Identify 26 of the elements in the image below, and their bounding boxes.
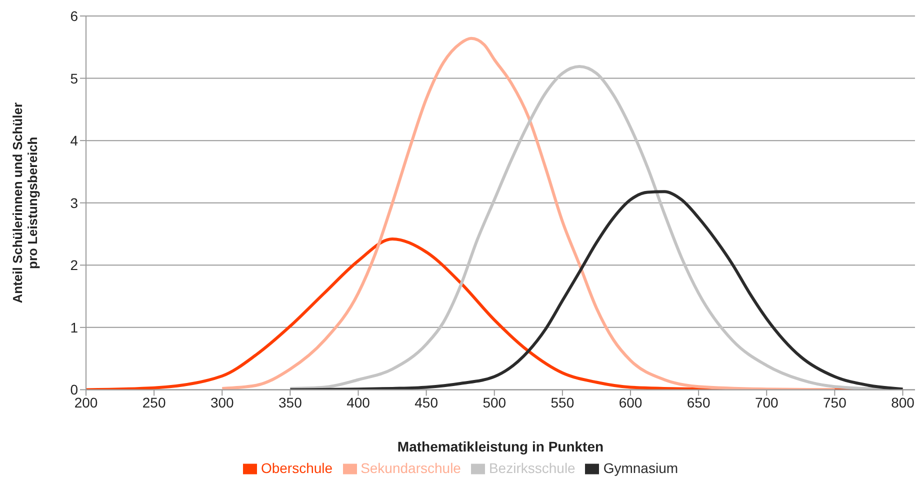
y-tick-label: 6: [70, 8, 78, 24]
y-tick-label: 5: [70, 70, 78, 86]
legend-label: Sekundarschule: [360, 460, 461, 476]
y-tick-label: 3: [70, 194, 78, 211]
x-tick-label: 500: [482, 394, 506, 411]
legend-label: Gymnasium: [603, 460, 678, 476]
x-tick-label: 800: [891, 394, 915, 411]
x-tick-label: 250: [142, 394, 166, 411]
x-tick-label: 450: [414, 394, 438, 411]
x-tick-label: 600: [618, 394, 642, 411]
y-tick-label: 2: [70, 257, 78, 274]
legend-label: Oberschule: [260, 460, 333, 476]
x-tick-label: 550: [550, 394, 574, 411]
legend-label: Bezirksschule: [488, 460, 576, 476]
x-tick-label: 700: [754, 394, 779, 411]
x-tick-label: 400: [346, 394, 370, 411]
line-series: [288, 190, 904, 390]
x-axis-title: Mathematikleistung in Punkten: [397, 438, 604, 455]
x-tick-label: 750: [823, 394, 847, 411]
y-tick-label: 4: [70, 132, 78, 149]
x-tick-label: 350: [278, 394, 302, 411]
x-tick-label: 300: [210, 394, 234, 411]
y-axis-title: Anteil Schülerinnen und Schüler pro Leistungsbereich: [10, 102, 40, 304]
y-tick-label: 1: [70, 319, 78, 336]
x-tick-label: 650: [686, 394, 710, 411]
line-series: [220, 36, 836, 390]
